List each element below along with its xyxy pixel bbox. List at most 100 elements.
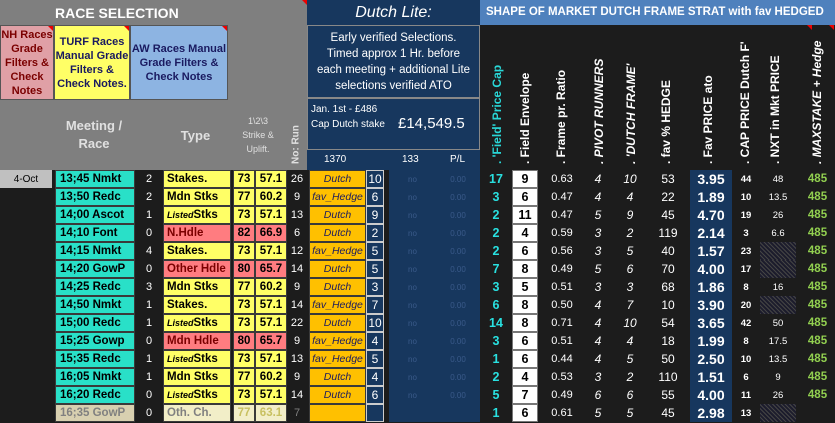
field-cap-cell[interactable]: 6	[484, 296, 508, 314]
date-cell[interactable]	[0, 386, 52, 404]
num-cell[interactable]: 1	[138, 314, 160, 332]
strike-cell[interactable]: 77	[233, 188, 255, 206]
field-env-cell[interactable]: 8	[512, 314, 538, 332]
field-env-cell[interactable]: 6	[512, 350, 538, 368]
fav-hedge-cell[interactable]: 10	[651, 296, 685, 314]
run-cell[interactable]: 12	[287, 242, 307, 260]
lite-pl-cell[interactable]: 0.00	[436, 296, 480, 314]
strike-cell[interactable]: 73	[233, 314, 255, 332]
pivot-cell[interactable]: 3	[586, 242, 610, 260]
pivot-cell[interactable]: 6	[586, 386, 610, 404]
dutch-cell[interactable]: Dutch	[309, 260, 366, 278]
frame-ratio-cell[interactable]: 0.49	[544, 386, 580, 404]
cap-price-cell[interactable]: 3	[734, 224, 758, 242]
cap-price-cell[interactable]: 23	[734, 242, 758, 260]
uplift-cell[interactable]: 57.1	[255, 314, 287, 332]
field-env-cell[interactable]: 4	[512, 368, 538, 386]
num-cell[interactable]: 1	[138, 296, 160, 314]
race-cell[interactable]: 15;25 Gowp	[55, 332, 135, 350]
dutch-count-cell[interactable]: 2	[366, 224, 384, 242]
nxt-price-cell[interactable]	[760, 404, 796, 422]
dutch-cell[interactable]: Dutch	[309, 314, 366, 332]
maxstake-cell[interactable]: 485	[800, 332, 835, 350]
uplift-cell[interactable]: 57.1	[255, 206, 287, 224]
pivot-cell[interactable]: 4	[586, 332, 610, 350]
fav-hedge-cell[interactable]: 54	[651, 314, 685, 332]
type-cell[interactable]: Mdn Stks	[163, 368, 231, 386]
race-cell[interactable]: 14;15 Nmkt	[55, 242, 135, 260]
dutch-cell[interactable]: Dutch	[309, 206, 366, 224]
dutch-frame-cell[interactable]: 4	[618, 332, 642, 350]
run-cell[interactable]: 9	[287, 368, 307, 386]
fav-hedge-cell[interactable]: 50	[651, 350, 685, 368]
lite-pl-cell[interactable]: 0.00	[436, 224, 480, 242]
fav-hedge-cell[interactable]: 45	[651, 206, 685, 224]
maxstake-cell[interactable]	[800, 404, 835, 422]
date-cell[interactable]	[0, 242, 52, 260]
fav-hedge-cell[interactable]: 55	[651, 386, 685, 404]
lite-pl-cell[interactable]: 0.00	[436, 386, 480, 404]
date-cell[interactable]	[0, 206, 52, 224]
field-cap-cell[interactable]: 3	[484, 278, 508, 296]
lite-pl-cell[interactable]: 0.00	[436, 260, 480, 278]
pivot-cell[interactable]: 4	[586, 350, 610, 368]
lite-no-cell[interactable]: no	[389, 314, 436, 332]
fav-hedge-cell[interactable]: 45	[651, 404, 685, 422]
lite-no-cell[interactable]: no	[389, 260, 436, 278]
dutch-count-cell[interactable]: 5	[366, 242, 384, 260]
lite-pl-cell[interactable]: 0.00	[436, 206, 480, 224]
run-cell[interactable]: 26	[287, 170, 307, 188]
strike-cell[interactable]: 77	[233, 368, 255, 386]
date-cell[interactable]	[0, 224, 52, 242]
fav-price-cell[interactable]: 4.00	[690, 260, 732, 278]
frame-ratio-cell[interactable]: 0.49	[544, 260, 580, 278]
nxt-price-cell[interactable]: 13.5	[760, 350, 796, 368]
cap-price-cell[interactable]: 42	[734, 314, 758, 332]
type-cell[interactable]: Other Hdle	[163, 260, 231, 278]
type-cell[interactable]: Mdn Stks	[163, 188, 231, 206]
dutch-cell[interactable]: Dutch	[309, 170, 366, 188]
frame-ratio-cell[interactable]: 0.56	[544, 242, 580, 260]
nxt-price-cell[interactable]: 26	[760, 206, 796, 224]
dutch-frame-cell[interactable]: 2	[618, 368, 642, 386]
pivot-cell[interactable]: 5	[586, 260, 610, 278]
maxstake-cell[interactable]: 485	[800, 242, 835, 260]
fav-hedge-cell[interactable]: 70	[651, 260, 685, 278]
maxstake-cell[interactable]: 485	[800, 206, 835, 224]
field-cap-cell[interactable]: 3	[484, 332, 508, 350]
field-env-cell[interactable]: 5	[512, 278, 538, 296]
run-cell[interactable]: 14	[287, 260, 307, 278]
dutch-frame-cell[interactable]: 5	[618, 350, 642, 368]
race-cell[interactable]: 14;10 Font	[55, 224, 135, 242]
strike-cell[interactable]: 73	[233, 296, 255, 314]
race-cell[interactable]: 16;35 GowP	[55, 404, 135, 422]
frame-ratio-cell[interactable]: 0.51	[544, 332, 580, 350]
field-env-cell[interactable]: 8	[512, 296, 538, 314]
dutch-count-cell[interactable]: 4	[366, 332, 384, 350]
lite-no-cell[interactable]: no	[389, 242, 436, 260]
num-cell[interactable]: 4	[138, 242, 160, 260]
cap-price-cell[interactable]: 19	[734, 206, 758, 224]
nxt-price-cell[interactable]: 9	[760, 368, 796, 386]
dutch-frame-cell[interactable]: 7	[618, 296, 642, 314]
dutch-count-cell[interactable]: 7	[366, 296, 384, 314]
race-cell[interactable]: 16;20 Redc	[55, 386, 135, 404]
strike-cell[interactable]: 73	[233, 386, 255, 404]
dutch-frame-cell[interactable]: 6	[618, 386, 642, 404]
run-cell[interactable]: 14	[287, 296, 307, 314]
num-cell[interactable]: 0	[138, 224, 160, 242]
pivot-cell[interactable]: 4	[586, 296, 610, 314]
field-env-cell[interactable]: 11	[512, 206, 538, 224]
lite-pl-cell[interactable]: 0.00	[436, 242, 480, 260]
dutch-count-cell[interactable]: 6	[366, 386, 384, 404]
dutch-count-cell[interactable]: 6	[366, 188, 384, 206]
maxstake-cell[interactable]: 485	[800, 386, 835, 404]
field-cap-cell[interactable]: 2	[484, 242, 508, 260]
race-cell[interactable]: 13;45 Nmkt	[55, 170, 135, 188]
dutch-cell[interactable]: Dutch	[309, 368, 366, 386]
dutch-frame-cell[interactable]: 9	[618, 206, 642, 224]
fav-hedge-cell[interactable]: 119	[651, 224, 685, 242]
type-cell[interactable]: Listed Stks	[163, 314, 231, 332]
run-cell[interactable]: 9	[287, 332, 307, 350]
fav-hedge-cell[interactable]: 53	[651, 170, 685, 188]
